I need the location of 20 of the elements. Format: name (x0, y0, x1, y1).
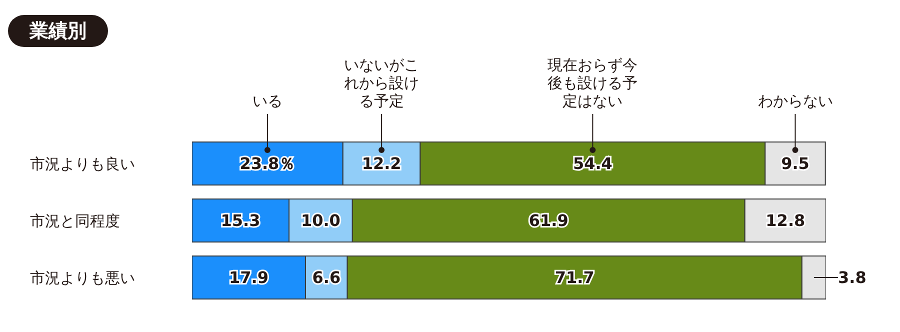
data-label: 12.2 (362, 154, 402, 174)
text: 現在おらず今後も設ける予定はない (546, 56, 639, 110)
data-label: 9.5 (781, 154, 810, 174)
data-label: 23.8％ (240, 154, 296, 174)
data-label: 61.9 (528, 211, 568, 230)
data-label: 54.4 (572, 154, 612, 174)
chart-title: 業績別 (8, 15, 108, 47)
data-label: 71.7 (554, 268, 594, 288)
data-label: 17.9 (229, 268, 268, 288)
data-label: 3.8 (838, 268, 866, 288)
y-tick-label: 市況よりも良い (30, 154, 135, 173)
text: わからない (756, 92, 834, 110)
text: いる (251, 92, 284, 110)
data-label: 6.6 (312, 268, 341, 288)
y-tick-label: 市況と同程度 (30, 212, 120, 230)
y-tick-label: 市況よりも悪い (30, 268, 135, 287)
data-label: 15.3 (220, 211, 260, 230)
text: いないがこれから設ける予定 (343, 56, 420, 110)
data-label: 10.0 (300, 211, 340, 230)
data-label: 12.8 (766, 211, 806, 230)
